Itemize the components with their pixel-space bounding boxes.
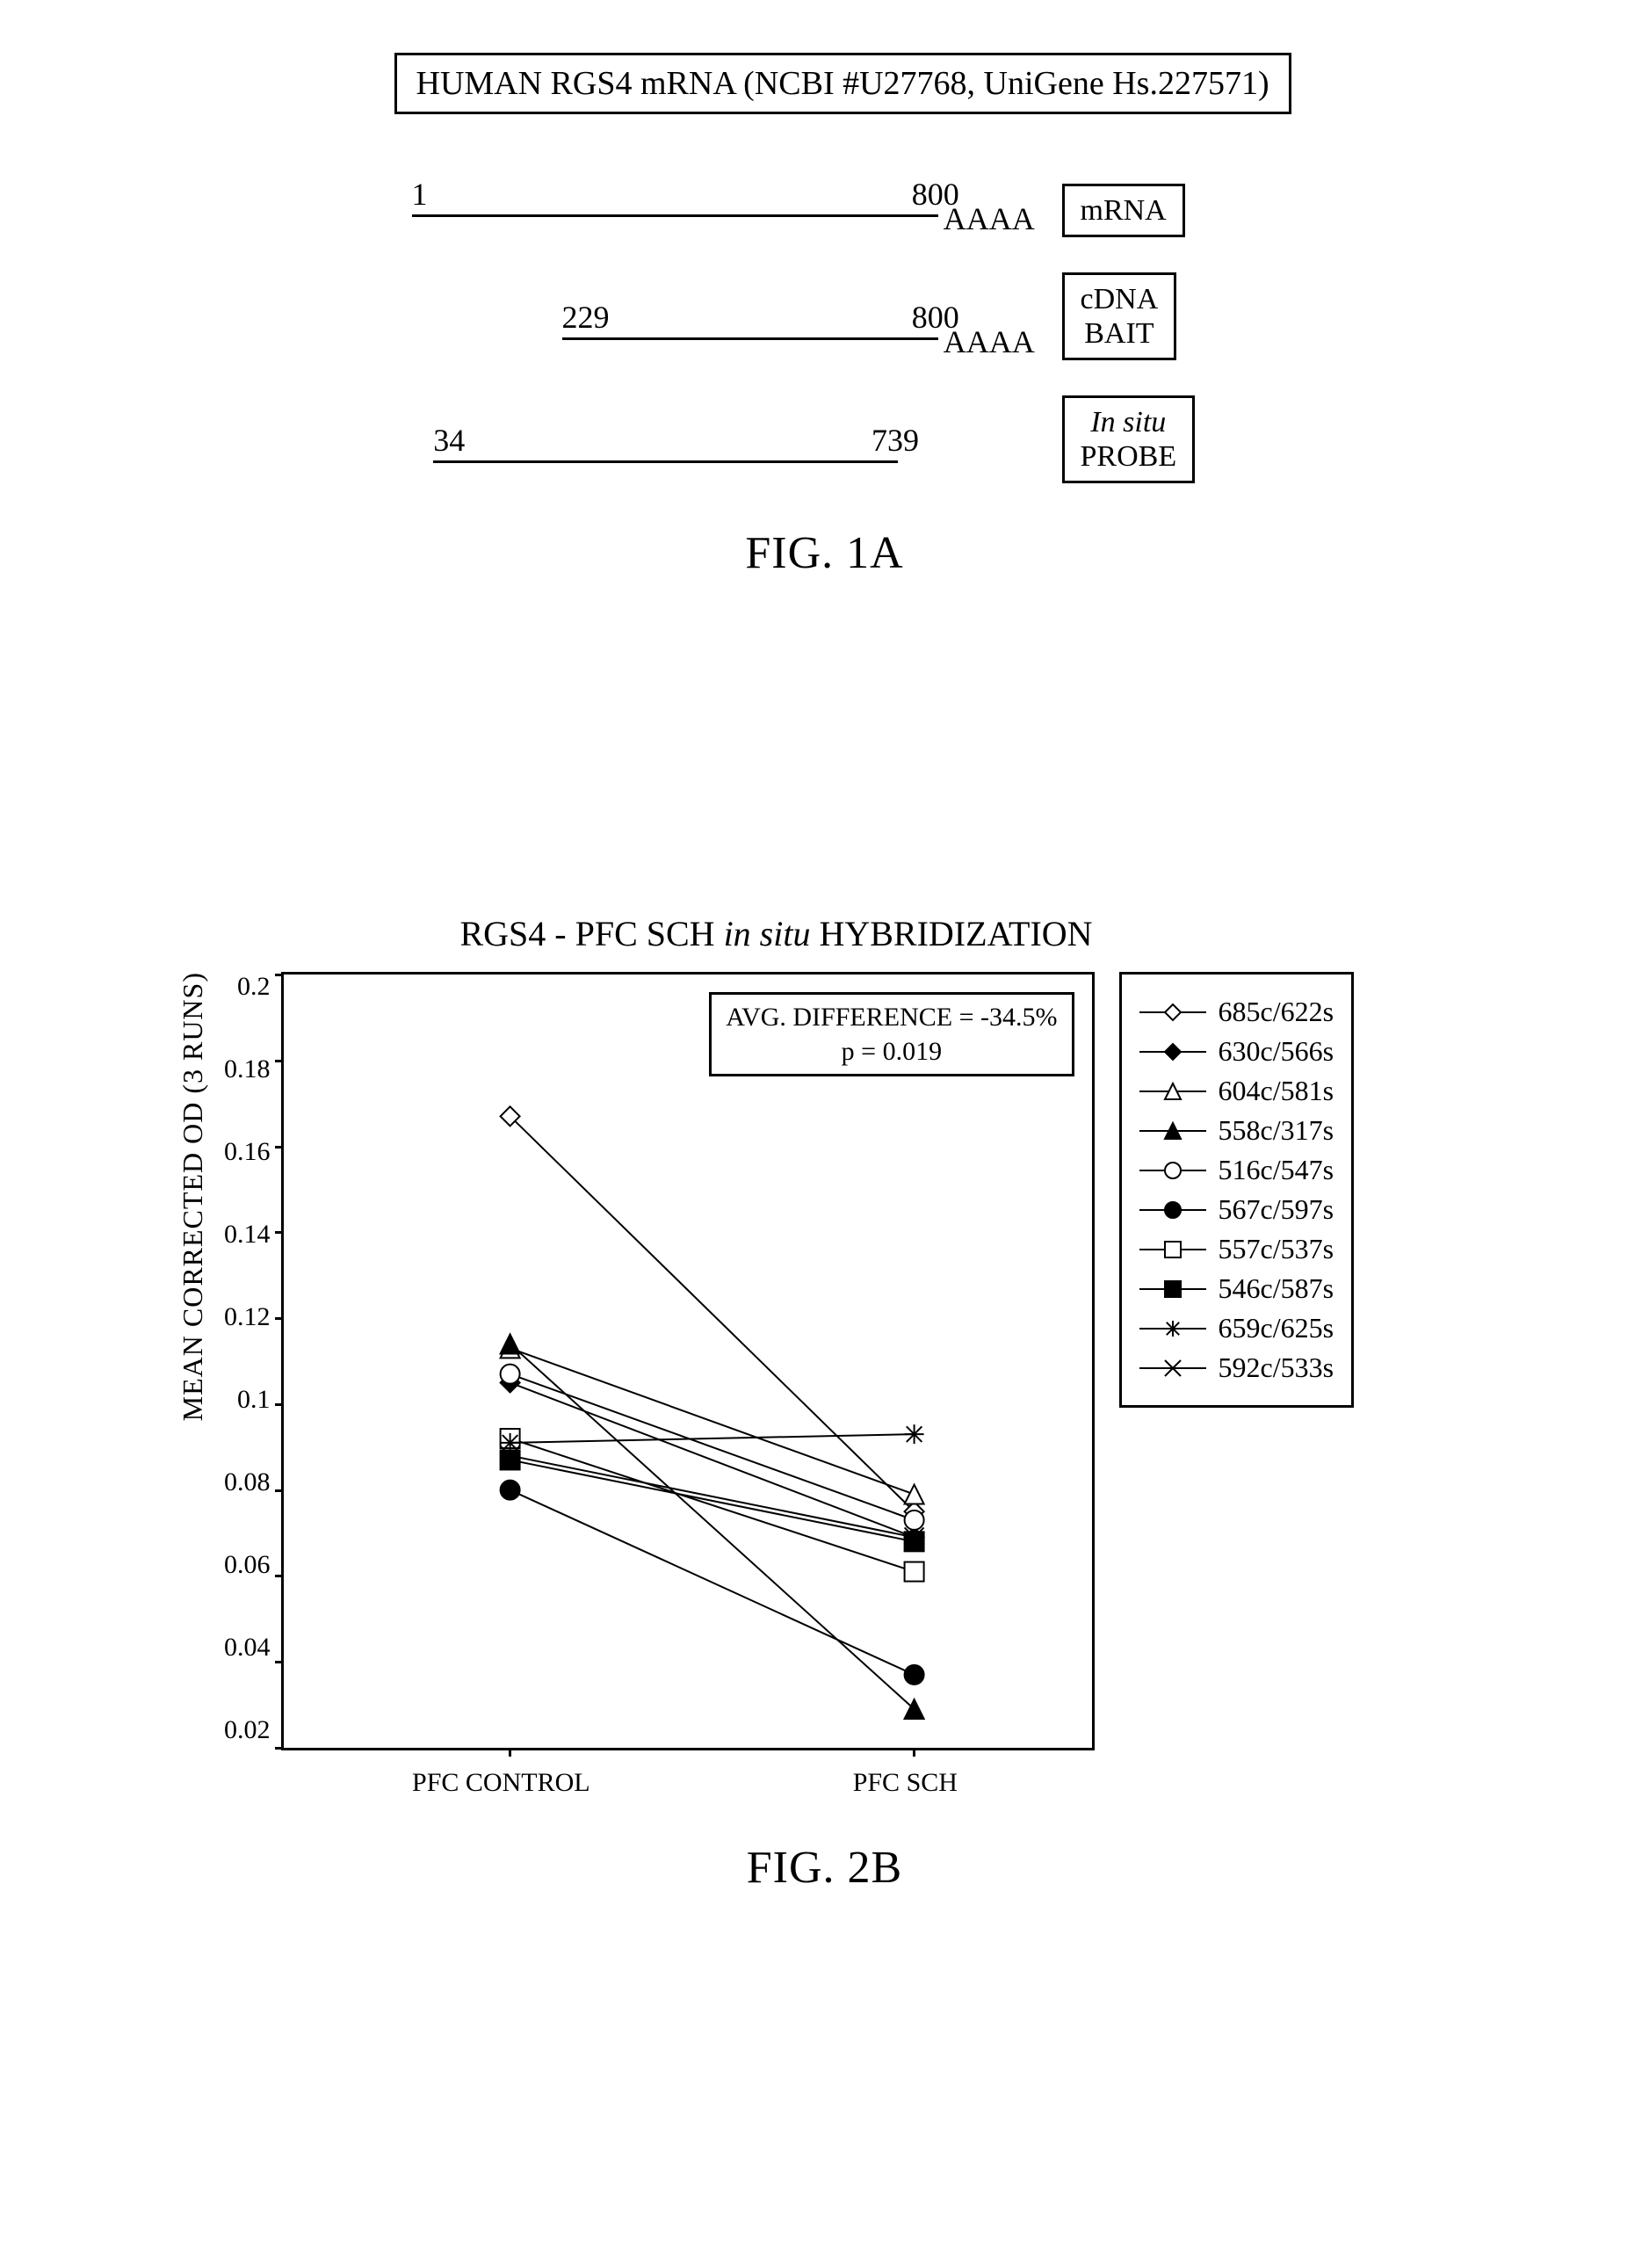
sequence-type-line: BAIT xyxy=(1081,316,1159,351)
sequence-start-label: 229 xyxy=(562,299,610,336)
sequence-start-label: 1 xyxy=(412,176,428,213)
polya-text: AAAA xyxy=(944,200,1035,237)
legend-item: 685c/622s xyxy=(1139,996,1334,1028)
legend-label: 546c/587s xyxy=(1219,1272,1334,1305)
fig2b-caption: FIG. 2B xyxy=(166,1842,1484,1894)
legend-label: 604c/581s xyxy=(1219,1075,1334,1107)
legend-item: 558c/317s xyxy=(1139,1114,1334,1147)
legend-swatch xyxy=(1139,1120,1206,1141)
legend-swatch xyxy=(1139,1002,1206,1023)
sequence-row: 229800AAAA cDNABAIT xyxy=(342,281,1308,360)
fig1a-caption: FIG. 1A xyxy=(342,527,1308,579)
legend-label: 557c/537s xyxy=(1219,1233,1334,1265)
sequence-type-box: cDNABAIT xyxy=(1062,272,1177,360)
x-tick-0: PFC CONTROL xyxy=(412,1768,590,1798)
legend-item: 567c/597s xyxy=(1139,1193,1334,1226)
sequence-line xyxy=(433,460,898,463)
x-tick-labels: PFC CONTROL PFC SCH xyxy=(281,1750,1089,1798)
legend-swatch xyxy=(1139,1279,1206,1300)
legend-label: 567c/597s xyxy=(1219,1193,1334,1226)
y-tick-mark xyxy=(275,1661,284,1663)
legend-label: 630c/566s xyxy=(1219,1035,1334,1068)
figure-2b: RGS4 - PFC SCH in situ HYBRIDIZATION MEA… xyxy=(166,913,1484,1894)
sequence-type-line: cDNA xyxy=(1081,282,1159,316)
legend-swatch xyxy=(1139,1199,1206,1221)
y-tick-mark xyxy=(275,974,284,976)
legend-item: 557c/537s xyxy=(1139,1233,1334,1265)
chart-svg xyxy=(284,975,1092,1748)
y-tick-label: 0.2 xyxy=(209,972,271,1002)
legend-swatch xyxy=(1139,1358,1206,1379)
y-tick-label: 0.16 xyxy=(209,1137,271,1167)
y-tick-mark xyxy=(275,1317,284,1320)
plot-row: 0.2 0.18 0.16 0.14 0.12 0.1 0.08 0.06 0.04 0.02 A… xyxy=(209,972,1095,1750)
sequence-end-label: 739 xyxy=(872,422,919,459)
fig2b-title: RGS4 - PFC SCH in situ HYBRIDIZATION xyxy=(69,913,1484,954)
sequence-type-box: In situPROBE xyxy=(1062,395,1196,483)
y-tick-mark xyxy=(275,1747,284,1750)
sequence-type-line: PROBE xyxy=(1081,439,1177,474)
sequence-area: 229800AAAA xyxy=(412,299,1027,360)
y-tick-mark xyxy=(275,1146,284,1148)
x-tick-mark xyxy=(509,1748,511,1757)
legend-item: 546c/587s xyxy=(1139,1272,1334,1305)
sequence-line xyxy=(562,337,938,340)
sequence-type-line: In situ xyxy=(1081,405,1177,439)
legend-label: 558c/317s xyxy=(1219,1114,1334,1147)
legend-label: 685c/622s xyxy=(1219,996,1334,1028)
y-tick-mark xyxy=(275,1489,284,1492)
y-tick-mark xyxy=(275,1403,284,1406)
legend-item: 592c/533s xyxy=(1139,1351,1334,1384)
y-tick-label: 0.1 xyxy=(209,1385,271,1415)
legend-swatch xyxy=(1139,1239,1206,1260)
sequence-line xyxy=(412,214,938,217)
y-tick-mark xyxy=(275,1231,284,1234)
y-tick-labels: 0.2 0.18 0.16 0.14 0.12 0.1 0.08 0.06 0.04 0.02 xyxy=(209,972,281,1745)
sequence-row: 34 739 In situPROBE xyxy=(342,404,1308,483)
y-tick-label: 0.04 xyxy=(209,1633,271,1663)
sequence-type-line: mRNA xyxy=(1081,193,1167,228)
fig1a-sequence-rows: 1800AAAA mRNA 229800AAAA cDNABAIT 34 739 In si… xyxy=(342,158,1308,483)
sequence-type-box: mRNA xyxy=(1062,184,1185,237)
y-axis-label: MEAN CORRECTED OD (3 RUNS) xyxy=(166,972,209,1544)
plot-area: AVG. DIFFERENCE = -34.5% p = 0.019 xyxy=(281,972,1095,1750)
legend-swatch xyxy=(1139,1041,1206,1062)
legend-swatch xyxy=(1139,1318,1206,1339)
sequence-row: 1800AAAA mRNA xyxy=(342,158,1308,237)
x-tick-mark xyxy=(913,1748,915,1757)
y-tick-mark xyxy=(275,1060,284,1062)
y-tick-mark xyxy=(275,1575,284,1577)
fig1a-title-box: HUMAN RGS4 mRNA (NCBI #U27768, UniGene H… xyxy=(394,53,1291,114)
y-tick-label: 0.06 xyxy=(209,1550,271,1580)
plot-col: 0.2 0.18 0.16 0.14 0.12 0.1 0.08 0.06 0.04 0.02 A… xyxy=(209,972,1095,1798)
y-tick-label: 0.14 xyxy=(209,1220,271,1250)
y-tick-label: 0.02 xyxy=(209,1715,271,1745)
sequence-area: 1800AAAA xyxy=(412,176,1027,237)
legend-label: 516c/547s xyxy=(1219,1154,1334,1186)
sequence-area: 34 739 xyxy=(412,422,1027,483)
fig2b-title-prefix: RGS4 - PFC SCH xyxy=(459,914,723,953)
polya-text: AAAA xyxy=(944,323,1035,360)
legend-swatch xyxy=(1139,1081,1206,1102)
fig2b-title-suffix: HYBRIDIZATION xyxy=(810,914,1092,953)
sequence-start-label: 34 xyxy=(433,422,465,459)
legend-swatch xyxy=(1139,1160,1206,1181)
legend-item: 630c/566s xyxy=(1139,1035,1334,1068)
figure-spacer xyxy=(35,685,1614,913)
legend-label: 659c/625s xyxy=(1219,1312,1334,1344)
legend-item: 604c/581s xyxy=(1139,1075,1334,1107)
legend-item: 516c/547s xyxy=(1139,1154,1334,1186)
fig2b-title-italic: in situ xyxy=(724,914,811,953)
y-tick-label: 0.08 xyxy=(209,1467,271,1497)
y-tick-label: 0.12 xyxy=(209,1302,271,1332)
x-tick-1: PFC SCH xyxy=(853,1768,958,1798)
chart-wrap: MEAN CORRECTED OD (3 RUNS) 0.20.180.160.… xyxy=(166,972,1484,1798)
legend-label: 592c/533s xyxy=(1219,1351,1334,1384)
y-tick-label: 0.18 xyxy=(209,1054,271,1084)
legend-item: 659c/625s xyxy=(1139,1312,1334,1344)
chart-legend: 685c/622s 630c/566s 604c/581s 558c/317s 516c… xyxy=(1119,972,1355,1408)
figure-1a: HUMAN RGS4 mRNA (NCBI #U27768, UniGene H… xyxy=(342,53,1308,579)
fig1a-title: HUMAN RGS4 mRNA (NCBI #U27768, UniGene H… xyxy=(416,65,1269,102)
